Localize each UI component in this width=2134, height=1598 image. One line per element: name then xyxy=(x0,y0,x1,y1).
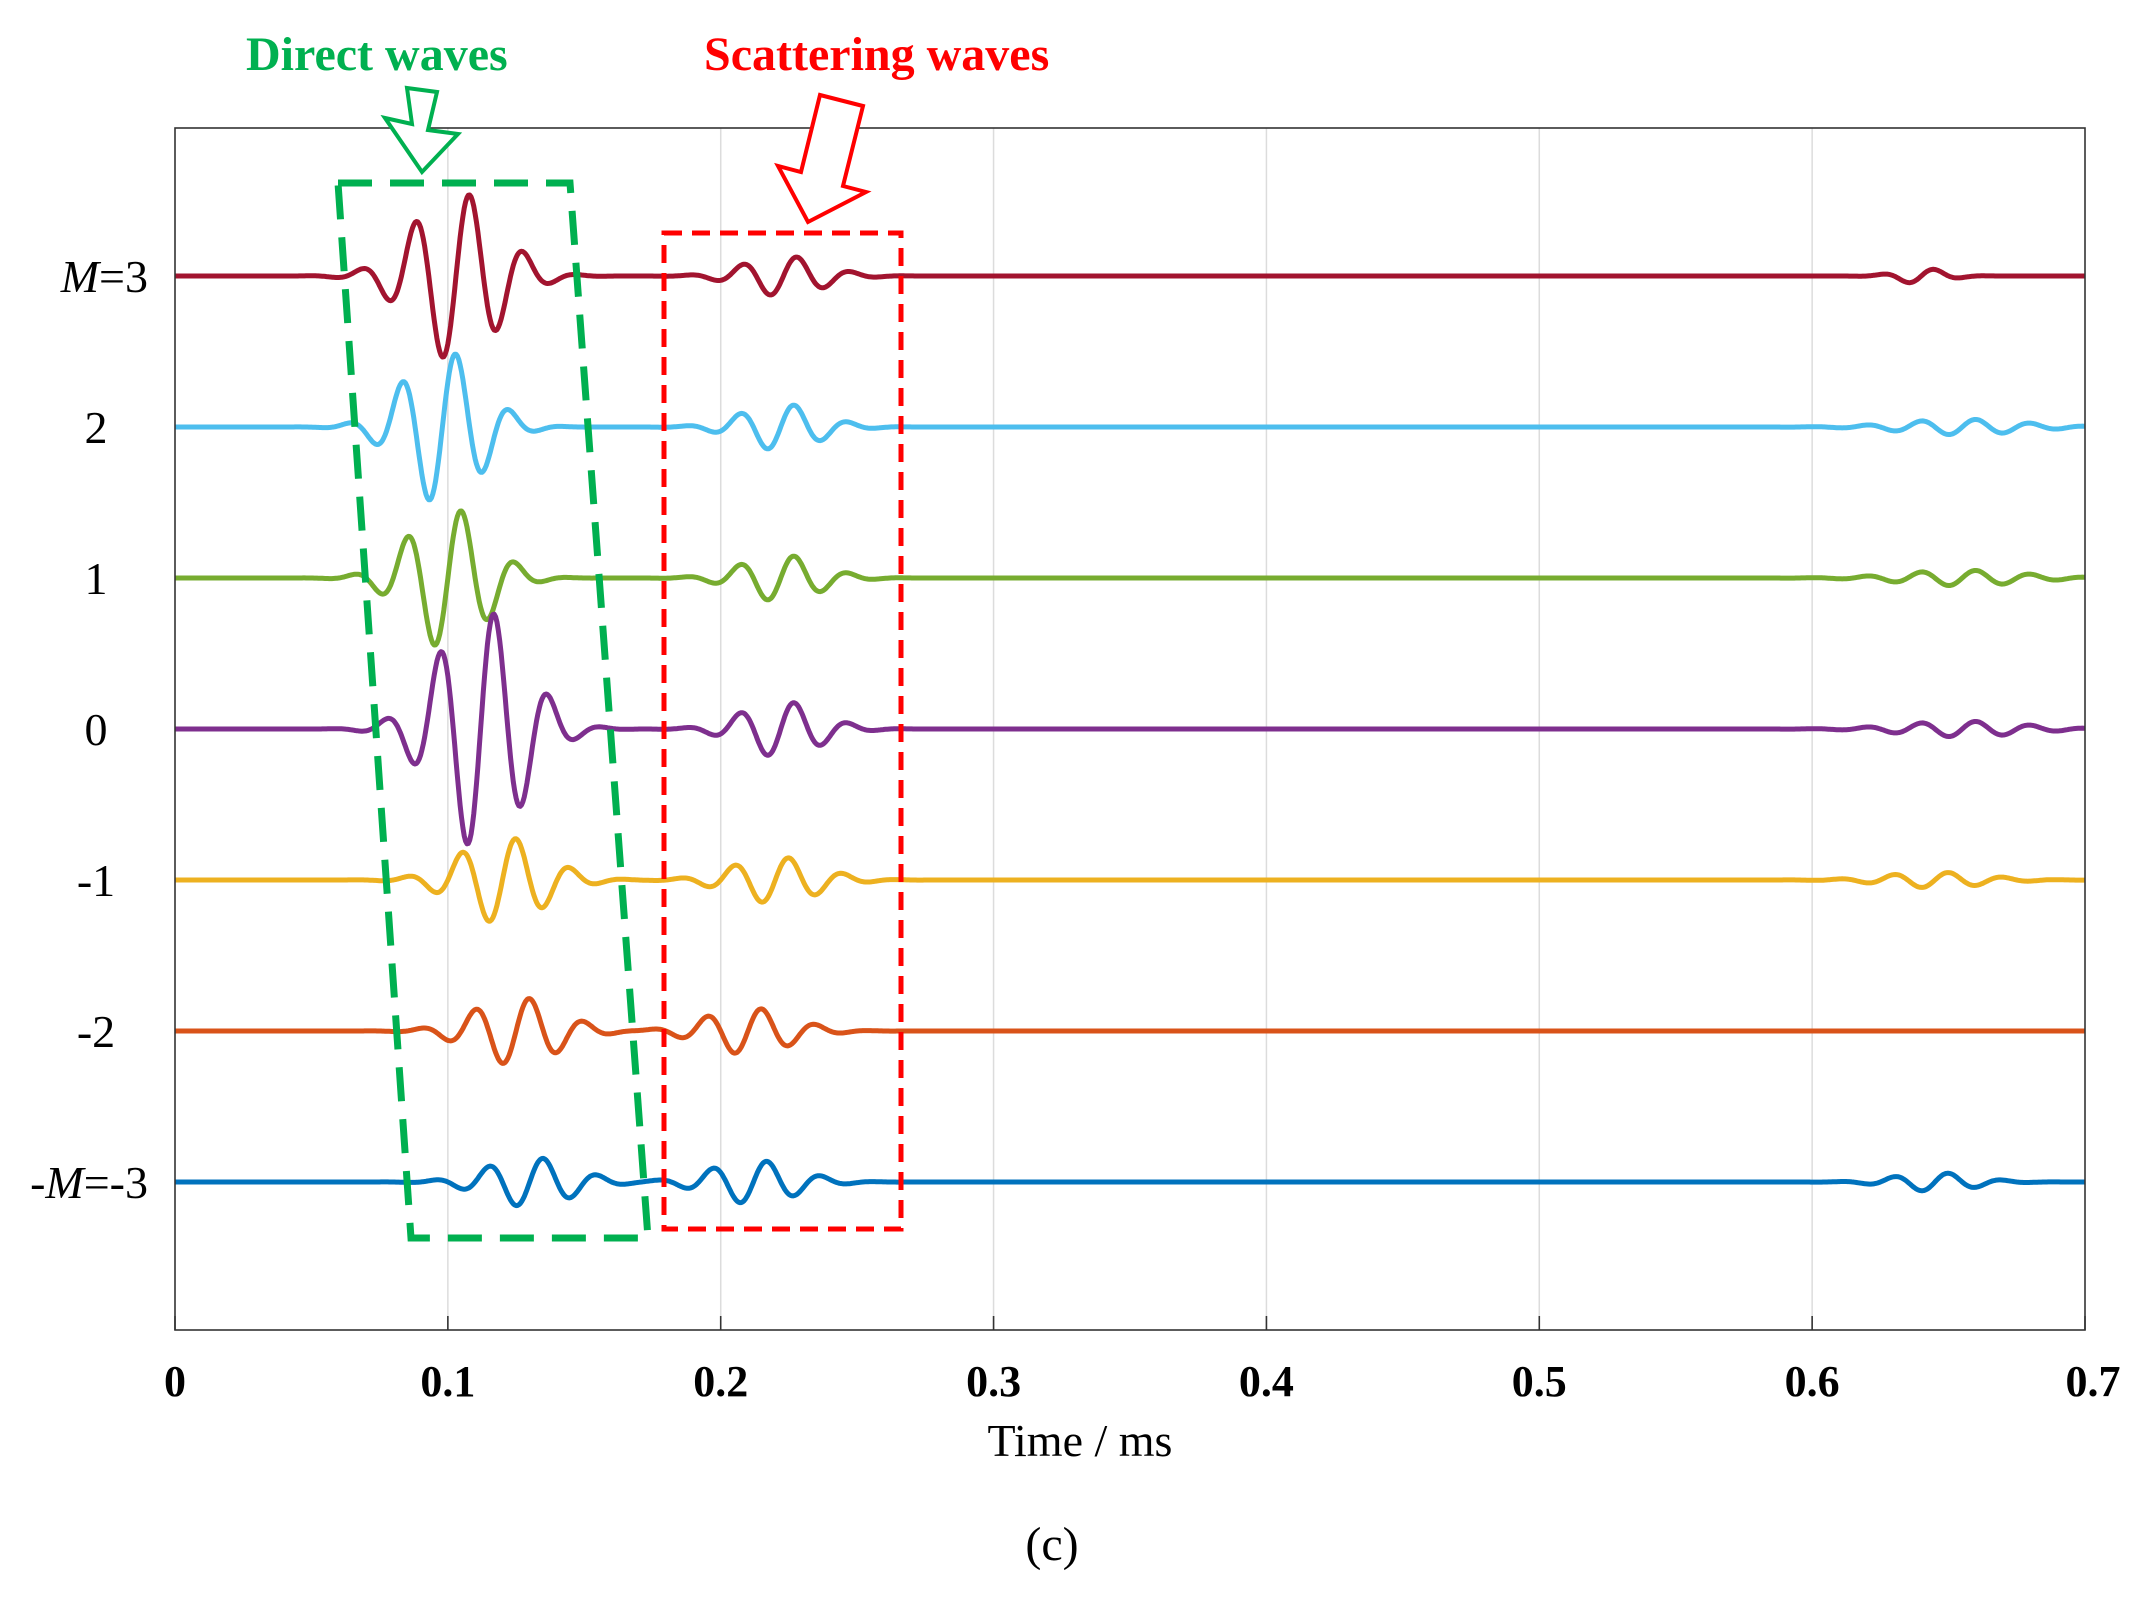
scattering-waves-arrow xyxy=(774,92,872,225)
plot-frame xyxy=(174,127,2086,1331)
series-label: -2 xyxy=(77,1006,115,1057)
series-label: 1 xyxy=(85,553,108,604)
x-tick-label: 0.3 xyxy=(966,1357,1021,1406)
series-label: 2 xyxy=(85,402,108,453)
series-line xyxy=(173,611,2087,847)
scattering-waves-box xyxy=(661,230,904,1232)
series-line xyxy=(173,351,2087,503)
series-line xyxy=(173,836,2087,924)
direct-waves-arrow xyxy=(380,85,463,176)
series-label: -1 xyxy=(77,855,115,906)
x-tick-label: 0.2 xyxy=(693,1357,748,1406)
x-tick-label: 0.4 xyxy=(1239,1357,1294,1406)
series-line xyxy=(173,508,2087,648)
series-line xyxy=(173,1155,2087,1209)
row-labels: M=3 2 1 0 -1 -2 -M=-3 xyxy=(30,251,148,1208)
x-tick-label: 0.5 xyxy=(1512,1357,1567,1406)
series-line xyxy=(173,192,2087,360)
direct-waves-box xyxy=(334,179,652,1242)
x-tick-label: 0.6 xyxy=(1785,1357,1840,1406)
series-label: 0 xyxy=(85,704,108,755)
scattering-waves-label: Scattering waves xyxy=(704,28,1049,81)
series-line xyxy=(173,996,2087,1066)
direct-waves-label: Direct waves xyxy=(246,28,508,81)
x-ticks: 0 0.1 0.2 0.3 0.4 0.5 0.6 0.7 xyxy=(164,1316,2121,1406)
panel-label: (c) xyxy=(1025,1518,1078,1571)
x-tick-label: 0.1 xyxy=(420,1357,475,1406)
series-layer xyxy=(173,192,2087,1209)
series-label: -M=-3 xyxy=(30,1157,148,1208)
x-tick-label: 0.7 xyxy=(2066,1357,2121,1406)
series-label: M=3 xyxy=(60,251,148,302)
x-tick-label: 0 xyxy=(164,1357,186,1406)
x-axis-label: Time / ms xyxy=(988,1415,1173,1466)
